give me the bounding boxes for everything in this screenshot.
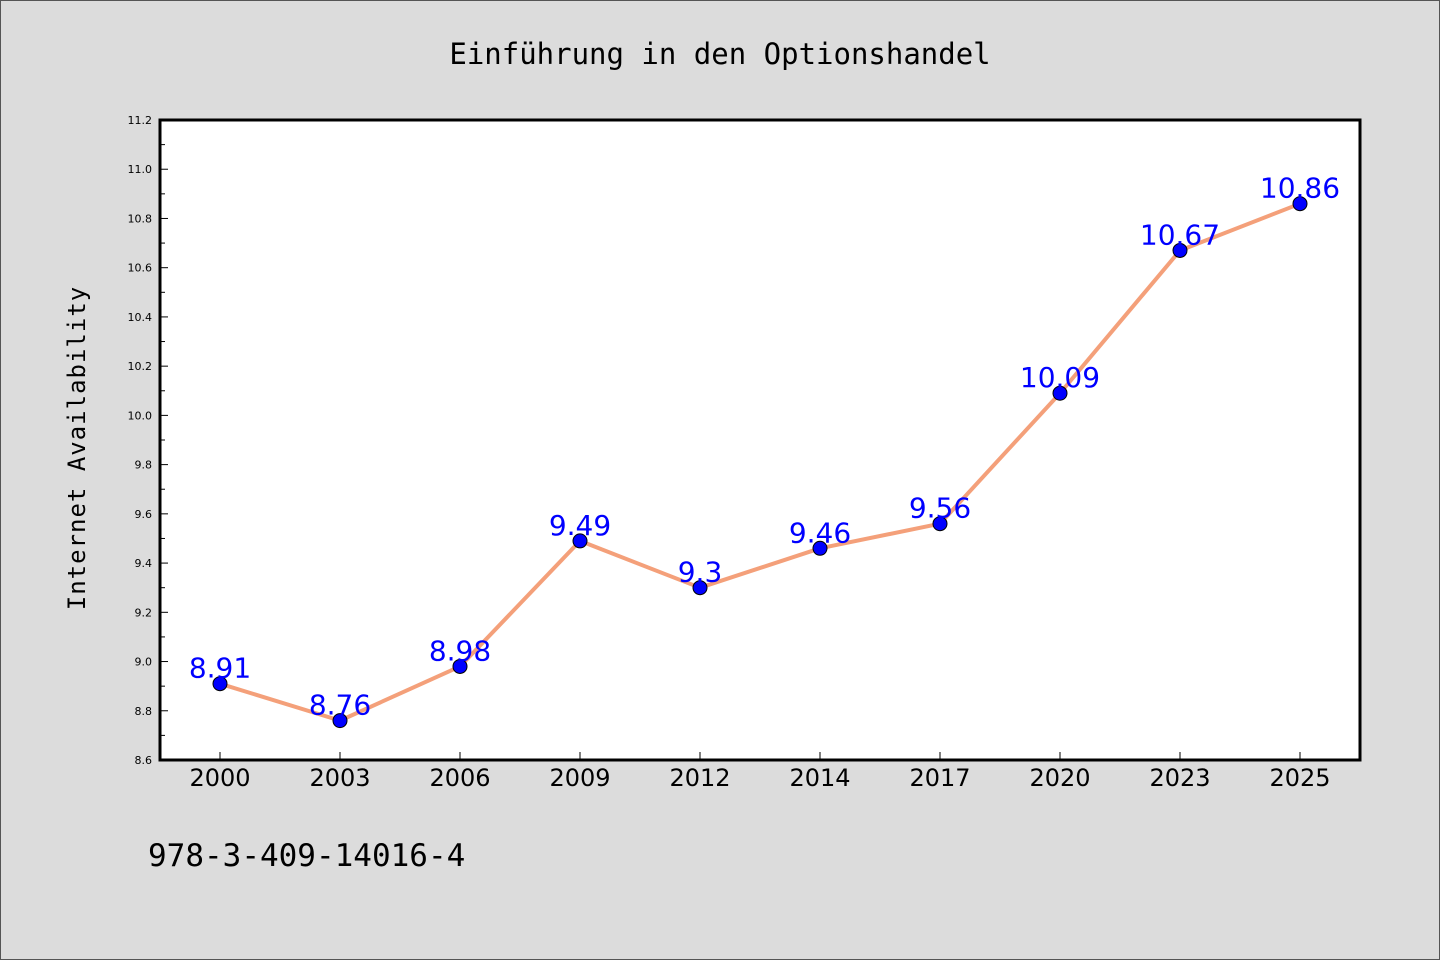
data-point: [1172, 242, 1188, 258]
y-tick-label: 9.8: [135, 459, 153, 472]
series: 8.91 8.76 8.98 9.49 9.3 9.46 9.56 10.09 10.67 10.…: [189, 172, 1340, 729]
y-tick-label: 10.8: [128, 212, 153, 225]
y-tick-label: 10.0: [128, 409, 153, 422]
data-label: 9.56: [909, 492, 971, 525]
y-tick-label: 10.4: [128, 311, 153, 324]
y-tick-label: 9.4: [135, 557, 153, 570]
x-tick-label: 2014: [789, 764, 850, 792]
x-tick-label: 2017: [909, 764, 970, 792]
y-tick-label: 9.0: [135, 656, 153, 669]
y-tick-label: 11.2: [128, 114, 153, 127]
data-point: [452, 658, 468, 674]
isbn-text: 978-3-409-14016-4: [148, 838, 465, 874]
x-tick-label: 2006: [429, 764, 490, 792]
data-point: [932, 516, 948, 532]
data-point: [812, 540, 828, 556]
data-label: 9.3: [678, 556, 723, 589]
y-tick-label: 8.6: [135, 754, 153, 767]
y-tick-label: 11.0: [128, 163, 153, 176]
x-tick-label: 2025: [1269, 764, 1330, 792]
x-axis: 2000 2003 2006 2009 2012 2014 2017 2020 2023 2025: [189, 752, 1331, 792]
data-label: 10.67: [1140, 218, 1220, 251]
data-point: [572, 533, 588, 549]
y-tick-label: 9.2: [135, 606, 153, 619]
y-tick-label: 9.6: [135, 508, 153, 521]
data-label: 10.09: [1020, 361, 1100, 394]
plot-area: [158, 118, 1362, 762]
data-point: [212, 676, 228, 692]
x-tick-label: 2012: [669, 764, 730, 792]
x-tick-label: 2009: [549, 764, 610, 792]
data-label: 10.86: [1260, 172, 1340, 205]
data-point: [1052, 385, 1068, 401]
data-point: [692, 580, 708, 596]
data-label: 8.91: [189, 652, 251, 685]
data-point: [1292, 196, 1308, 212]
x-tick-label: 2023: [1149, 764, 1210, 792]
y-tick-label: 10.6: [128, 262, 153, 275]
series-line: [219, 201, 1301, 723]
x-tick-label: 2003: [309, 764, 370, 792]
data-point: [332, 713, 348, 729]
data-label: 8.98: [429, 634, 491, 667]
y-tick-label: 10.2: [128, 360, 153, 373]
y-tick-label: 8.8: [135, 705, 153, 718]
data-label: 9.49: [549, 509, 611, 542]
data-label: 8.76: [309, 689, 371, 722]
data-label: 9.46: [789, 516, 851, 549]
x-tick-label: 2000: [189, 764, 250, 792]
y-axis-label: Internet Availability: [63, 286, 91, 610]
chart-title: Einführung in den Optionshandel: [449, 37, 990, 71]
y-axis: 8.6 8.8 9.0 9.2 9.4 9.6 9.8 10.0 10.2 10.4 10.6 10.…: [128, 114, 168, 767]
x-tick-label: 2020: [1029, 764, 1090, 792]
